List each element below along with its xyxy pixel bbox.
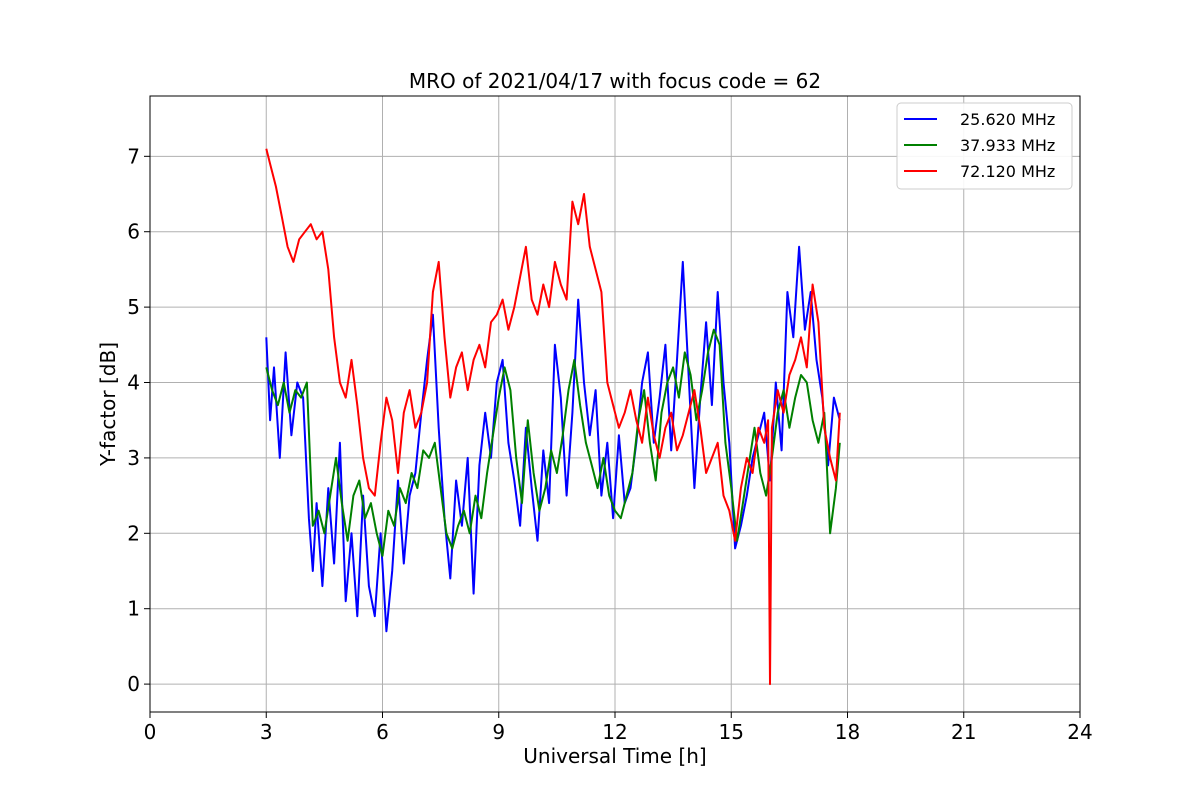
series-line-1 bbox=[265, 328, 841, 557]
y-tick-label: 0 bbox=[127, 672, 140, 696]
legend-entry-1: 37.933 MHz bbox=[960, 136, 1055, 155]
legend-box bbox=[896, 102, 1073, 190]
x-tick-label: 21 bbox=[951, 720, 976, 744]
x-axis-label: Universal Time [h] bbox=[523, 744, 706, 768]
plot-lines bbox=[265, 148, 841, 686]
series-line-2 bbox=[265, 148, 841, 686]
legend: 25.620 MHz 37.933 MHz 72.120 MHz bbox=[896, 102, 1073, 190]
series-line-0 bbox=[265, 245, 841, 633]
y-tick-label: 1 bbox=[127, 597, 140, 621]
x-tick-label: 3 bbox=[260, 720, 273, 744]
x-tick-label: 24 bbox=[1067, 720, 1092, 744]
x-tick-label: 12 bbox=[602, 720, 627, 744]
chart-title: MRO of 2021/04/17 with focus code = 62 bbox=[409, 69, 821, 93]
y-tick-label: 3 bbox=[127, 446, 140, 470]
y-tick-label: 5 bbox=[127, 295, 140, 319]
y-tick-label: 7 bbox=[127, 144, 140, 168]
legend-entry-0: 25.620 MHz bbox=[960, 110, 1055, 129]
x-tick-label: 6 bbox=[376, 720, 389, 744]
y-axis-label: Y-factor [dB] bbox=[96, 342, 120, 467]
y-tick-label: 2 bbox=[127, 521, 140, 545]
y-tick-label: 6 bbox=[127, 220, 140, 244]
legend-entry-2: 72.120 MHz bbox=[960, 162, 1055, 181]
x-tick-label: 0 bbox=[144, 720, 157, 744]
x-tick-label: 15 bbox=[719, 720, 744, 744]
x-tick-label: 18 bbox=[835, 720, 860, 744]
y-tick-label: 4 bbox=[127, 371, 140, 395]
x-tick-label: 9 bbox=[492, 720, 505, 744]
